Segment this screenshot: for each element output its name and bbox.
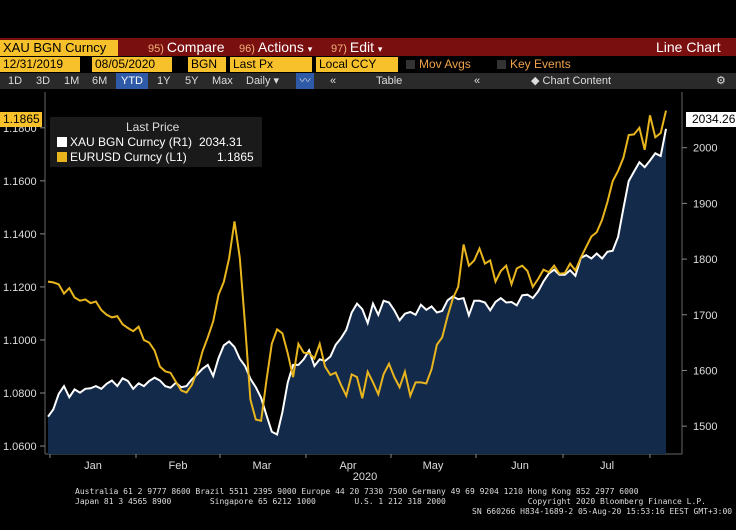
xau-legend-name: XAU BGN Curncy [70,135,166,149]
chart-content-icon: ◆ [531,75,540,87]
footer-line3: SN 660266 H834-1689-2 05-Aug-20 15:53:16… [472,507,733,516]
x-tick-label: Jan [84,460,102,472]
currency-selector[interactable]: Local CCY [316,57,398,72]
right-tick-label: 1600 [693,365,717,377]
edit-label: Edit [349,39,375,55]
source-field[interactable]: BGN [188,57,226,72]
actions-caret-icon: ▾ [307,44,313,54]
xau-last-value: 2034.31 [199,135,243,149]
right-tick-label: 1900 [693,198,717,210]
eurusd-swatch [57,152,67,162]
period-ytd[interactable]: YTD [116,73,148,89]
edit-caret-icon: ▾ [377,44,383,54]
period-3d[interactable]: 3D [36,75,51,87]
x-tick-label: Apr [339,460,356,472]
actions-menu[interactable]: 96) Actions ▾ [239,38,312,56]
right-tick-label: 2000 [693,143,717,155]
mov-avgs-checkbox[interactable] [406,60,415,69]
x-tick-label: Jun [511,460,529,472]
compare-label: Compare [166,39,225,55]
security-input[interactable]: XAU BGN Curncy [0,40,118,56]
period-6m[interactable]: 6M [92,75,108,87]
x-tick-label: May [423,460,444,472]
period-bar [0,73,736,89]
right-tick-label: 1500 [693,421,717,433]
xau-area-fill [48,128,666,455]
eurusd-line [47,110,667,423]
legend-eurusd[interactable]: EURUSD Curncy (L1) 1.1865 [57,150,254,164]
x-tick-label: Jul [600,460,614,472]
right-tick-label: 1700 [693,310,717,322]
legend [50,117,262,167]
end-date-field[interactable]: 08/05/2020 [92,57,172,72]
field-selector[interactable]: Last Px [230,57,312,72]
frequency-selector[interactable]: Daily ▾ [246,73,279,89]
axis-ticks: 1.18001.16001.14001.12001.10001.08001.06… [3,123,717,472]
eurusd-last-tag: 1.1865 [0,112,42,127]
xau-area [48,128,666,455]
actions-label: Actions [257,39,304,55]
x-tick-label: Mar [253,460,272,472]
chart-content-label: Chart Content [542,75,612,87]
left-tick-label: 1.1400 [3,229,37,241]
key-events-checkbox[interactable] [497,60,506,69]
actions-number: 96) [239,43,255,55]
xau-swatch [57,137,67,147]
mov-avgs-label: Mov Avgs [419,57,471,71]
period-1y[interactable]: 1Y [157,75,171,87]
left-tick-label: 1.0800 [3,388,37,400]
eurusd-axis: L1 [169,150,183,164]
start-date-field[interactable]: 12/31/2019 [0,57,80,72]
edit-menu[interactable]: 97) Edit ▾ [331,38,382,56]
x-tick-label: Feb [169,460,188,472]
eurusd-last-value: 1.1865 [217,150,254,164]
edit-number: 97) [331,43,347,55]
period-max[interactable]: Max [212,75,233,87]
collapse-left-icon[interactable]: « [330,75,337,87]
chart-content-button[interactable]: ◆ Chart Content [531,73,611,89]
footer-line1: Australia 61 2 9777 8600 Brazil 5511 239… [75,487,639,496]
collapse-right-icon[interactable]: « [474,75,481,87]
frequency-label: Daily [246,75,271,87]
frequency-caret-icon: ▾ [273,75,280,87]
gear-icon[interactable]: ⚙ [716,75,726,87]
compare-number: 95) [148,43,164,55]
footer-line2: Japan 81 3 4565 8900 Singapore 65 6212 1… [75,497,706,506]
table-button[interactable]: Table [376,75,403,87]
period-1d[interactable]: 1D [8,75,23,87]
xau-axis: R1 [172,135,189,149]
x-axis-year: 2020 [353,471,377,483]
period-1m[interactable]: 1M [64,75,80,87]
menu-bar [0,38,736,56]
compare-menu[interactable]: 95) Compare [148,38,225,56]
chart-type-label[interactable]: Line Chart [656,39,721,55]
left-tick-label: 1.1600 [3,176,37,188]
eurusd-legend-name: EURUSD Curncy [70,150,163,164]
left-tick-label: 1.1000 [3,335,37,347]
line-draw-icon[interactable]: 〰 [296,73,314,89]
key-events-label: Key Events [510,57,571,71]
right-tick-label: 1800 [693,254,717,266]
left-tick-label: 1.0600 [3,441,37,453]
series-lines [47,110,667,436]
legend-xau[interactable]: XAU BGN Curncy (R1) 2034.31 [57,135,242,149]
period-5y[interactable]: 5Y [185,75,199,87]
xau-line [47,128,667,436]
left-tick-label: 1.1200 [3,282,37,294]
legend-title: Last Price [126,120,180,134]
xau-last-tag: 2034.26 [686,112,736,127]
